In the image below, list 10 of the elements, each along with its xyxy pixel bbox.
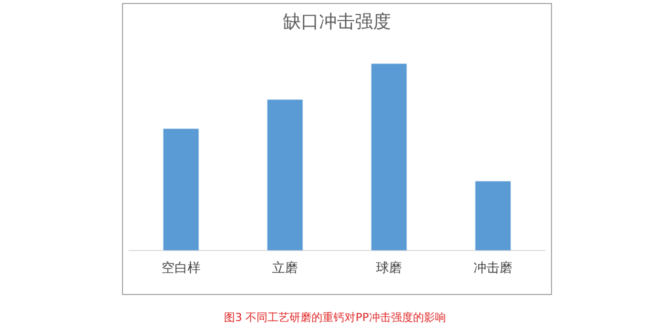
x-tick-label: 冲击磨 — [474, 260, 512, 275]
bar — [475, 181, 511, 250]
bar — [163, 128, 199, 250]
bar — [371, 64, 407, 250]
x-tick-label: 立磨 — [272, 260, 298, 275]
x-tick-label: 空白样 — [162, 260, 200, 275]
caption: 图3 不同工艺研磨的重钙对PP冲击强度的影响 — [223, 310, 447, 325]
chart-title: 缺口冲击强度 — [283, 11, 391, 32]
x-tick-label: 球磨 — [376, 260, 402, 275]
bar — [267, 100, 303, 250]
